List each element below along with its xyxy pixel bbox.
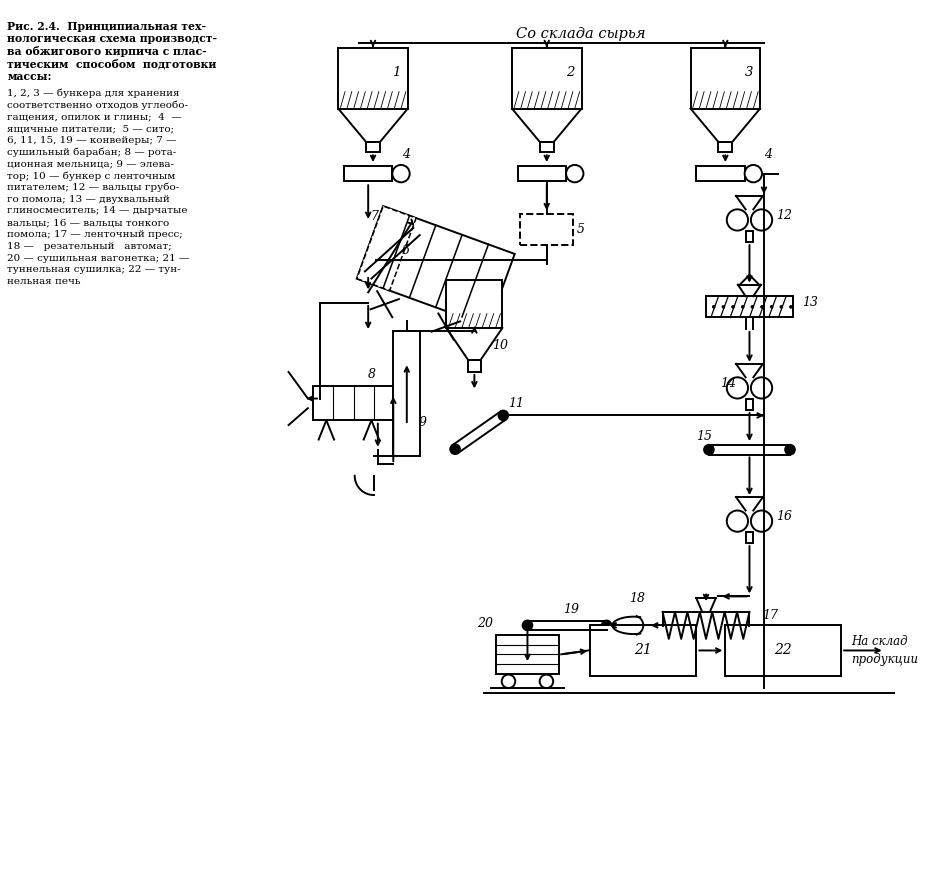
Text: Со склада сырья: Со склада сырья — [516, 27, 645, 41]
Text: 16: 16 — [777, 510, 793, 523]
Bar — [357, 206, 515, 326]
Circle shape — [540, 675, 553, 688]
Text: гащения, опилок и глины;  4  —: гащения, опилок и глины; 4 — — [7, 112, 181, 121]
Text: 7: 7 — [370, 210, 378, 222]
Text: 1: 1 — [393, 66, 401, 78]
Bar — [745, 399, 754, 410]
Circle shape — [745, 165, 762, 183]
Circle shape — [363, 270, 373, 280]
Bar — [520, 214, 573, 245]
Text: 6, 11, 15, 19 — конвейеры; 7 —: 6, 11, 15, 19 — конвейеры; 7 — — [7, 136, 177, 145]
Text: 19: 19 — [563, 603, 579, 617]
Bar — [745, 532, 754, 543]
Text: глиносмеситель; 14 — дырчатые: глиносмеситель; 14 — дырчатые — [7, 206, 188, 215]
Text: 9: 9 — [419, 416, 426, 430]
Text: 8: 8 — [369, 368, 376, 381]
Text: 18: 18 — [629, 592, 644, 605]
Circle shape — [751, 305, 754, 309]
Bar — [338, 49, 407, 108]
Text: 15: 15 — [696, 430, 712, 443]
Bar — [706, 296, 793, 318]
Text: 14: 14 — [720, 377, 736, 390]
Text: 4: 4 — [764, 148, 772, 161]
Text: питателем; 12 — вальцы грубо-: питателем; 12 — вальцы грубо- — [7, 183, 180, 192]
Text: ва обжигового кирпича с плас-: ва обжигового кирпича с плас- — [7, 46, 206, 56]
Bar — [590, 625, 696, 676]
Text: 5: 5 — [577, 223, 585, 236]
Circle shape — [741, 305, 745, 309]
Text: 22: 22 — [774, 644, 792, 657]
Text: тическим  способом  подготовки: тическим способом подготовки — [7, 58, 217, 69]
Circle shape — [412, 227, 421, 236]
Circle shape — [502, 675, 515, 688]
Text: помола; 17 — ленточный пресс;: помола; 17 — ленточный пресс; — [7, 230, 183, 239]
Bar — [512, 49, 582, 108]
Bar — [344, 166, 393, 182]
Bar — [691, 49, 760, 108]
Text: вальцы; 16 — вальцы тонкого: вальцы; 16 — вальцы тонкого — [7, 218, 169, 228]
Text: Рис. 2.4.  Принципиальная тех-: Рис. 2.4. Принципиальная тех- — [7, 21, 206, 32]
Circle shape — [450, 445, 460, 454]
Bar — [357, 206, 416, 290]
Circle shape — [732, 305, 734, 309]
Bar — [496, 635, 558, 674]
Text: 11: 11 — [508, 397, 524, 410]
Text: ционная мельница; 9 — элева-: ционная мельница; 9 — элева- — [7, 160, 174, 168]
Circle shape — [751, 511, 772, 532]
Text: 3: 3 — [745, 66, 753, 78]
Text: 2: 2 — [566, 66, 574, 78]
Circle shape — [785, 445, 795, 454]
Circle shape — [770, 305, 773, 309]
Text: тор; 10 — бункер с ленточным: тор; 10 — бункер с ленточным — [7, 171, 176, 181]
Text: соответственно отходов углеобо-: соответственно отходов углеобо- — [7, 101, 188, 110]
Bar — [540, 142, 554, 153]
Circle shape — [602, 621, 611, 631]
Bar — [518, 166, 566, 182]
Text: 12: 12 — [777, 209, 793, 221]
Text: туннельная сушилка; 22 — тун-: туннельная сушилка; 22 — тун- — [7, 265, 181, 274]
Circle shape — [727, 377, 748, 399]
Text: ящичные питатели;  5 — сито;: ящичные питатели; 5 — сито; — [7, 124, 174, 133]
Bar — [394, 331, 420, 457]
Circle shape — [727, 209, 748, 230]
Bar — [725, 625, 841, 676]
Circle shape — [751, 209, 772, 230]
Text: 20 — сушильная вагонетка; 21 —: 20 — сушильная вагонетка; 21 — — [7, 253, 190, 263]
Text: На склад: На склад — [851, 635, 907, 648]
Circle shape — [722, 305, 725, 309]
Circle shape — [790, 305, 793, 309]
Text: 1, 2, 3 — бункера для хранения: 1, 2, 3 — бункера для хранения — [7, 89, 180, 98]
Circle shape — [751, 377, 772, 399]
Text: продукции: продукции — [851, 653, 918, 666]
Bar — [696, 166, 745, 182]
Circle shape — [727, 511, 748, 532]
Bar — [366, 142, 380, 153]
Text: 17: 17 — [762, 609, 778, 622]
Text: 18 —   резательный   автомат;: 18 — резательный автомат; — [7, 242, 172, 250]
Circle shape — [780, 305, 782, 309]
Text: нельная печь: нельная печь — [7, 277, 81, 286]
Circle shape — [498, 411, 508, 420]
Text: 21: 21 — [634, 644, 652, 657]
Bar — [313, 386, 394, 420]
Text: 6: 6 — [402, 244, 410, 258]
Bar — [745, 230, 754, 243]
Text: сушильный барабан; 8 — рота-: сушильный барабан; 8 — рота- — [7, 147, 177, 157]
Text: 4: 4 — [402, 148, 410, 161]
Circle shape — [566, 165, 583, 183]
Bar — [446, 280, 503, 328]
Text: нологическая схема производст-: нологическая схема производст- — [7, 34, 218, 44]
Text: 10: 10 — [492, 339, 507, 352]
Circle shape — [712, 305, 715, 309]
Bar — [469, 360, 481, 372]
Circle shape — [393, 165, 409, 183]
Text: массы:: массы: — [7, 71, 52, 81]
Circle shape — [704, 445, 714, 454]
Text: 13: 13 — [803, 295, 819, 309]
Text: го помола; 13 — двухвальный: го помола; 13 — двухвальный — [7, 195, 170, 204]
Circle shape — [760, 305, 763, 309]
Text: 20: 20 — [477, 617, 494, 630]
Bar — [719, 142, 732, 153]
Circle shape — [522, 621, 532, 631]
